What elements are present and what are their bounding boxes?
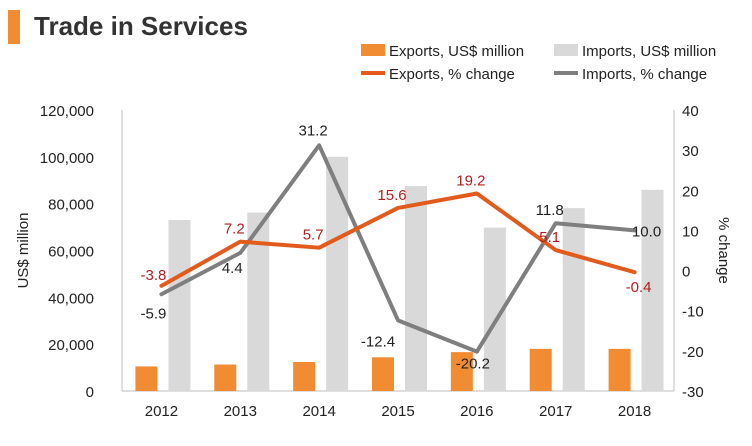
imports-bar bbox=[168, 220, 191, 391]
legend-exports-bar-label: Exports, US$ million bbox=[389, 43, 524, 60]
x-tick-label: 2017 bbox=[539, 403, 572, 420]
y-axis-title: US$ million bbox=[15, 213, 32, 289]
y2-tick-label: -20 bbox=[682, 344, 704, 361]
y2-tick-label: 40 bbox=[682, 103, 699, 120]
y2-tick-label: 30 bbox=[682, 143, 699, 160]
y-tick-label: 60,000 bbox=[48, 244, 94, 261]
imports-change-label: 11.8 bbox=[536, 202, 564, 219]
legend-imports-bar-swatch bbox=[554, 44, 578, 56]
exports-bar bbox=[450, 352, 473, 391]
x-tick-label: 2014 bbox=[302, 403, 335, 420]
exports-change-line bbox=[159, 191, 637, 288]
imports-bar bbox=[483, 227, 506, 391]
y-tick-label: 0 bbox=[86, 384, 94, 401]
y-tick-label: 20,000 bbox=[48, 337, 94, 354]
exports-change-label: 5.1 bbox=[539, 229, 560, 246]
imports-change-label: -12.4 bbox=[361, 333, 395, 350]
exports-change-label: 7.2 bbox=[224, 221, 245, 238]
imports-change-line bbox=[159, 143, 637, 354]
y2-tick-label: -30 bbox=[682, 384, 704, 401]
imports-change-label: 10.0 bbox=[632, 223, 661, 240]
y-tick-label: 120,000 bbox=[40, 103, 94, 120]
exports-bar bbox=[529, 348, 552, 391]
imports-bar bbox=[326, 156, 349, 391]
imports-change-label: -20.2 bbox=[456, 356, 490, 373]
legend-imports-bar-label: Imports, US$ million bbox=[582, 43, 716, 60]
exports-change-label: 19.2 bbox=[456, 172, 485, 189]
exports-change-label: -0.4 bbox=[626, 279, 652, 296]
x-tick-label: 2018 bbox=[618, 403, 651, 420]
legend-exports-bar-swatch bbox=[361, 44, 385, 56]
y2-tick-label: -10 bbox=[682, 304, 704, 321]
y2-tick-label: 0 bbox=[682, 264, 690, 281]
exports-bar bbox=[135, 366, 158, 391]
exports-change-label: 5.7 bbox=[303, 227, 324, 244]
exports-change-label: 15.6 bbox=[377, 187, 406, 204]
exports-bar bbox=[608, 348, 631, 391]
y2-tick-label: 10 bbox=[682, 223, 699, 240]
y-tick-label: 80,000 bbox=[48, 197, 94, 214]
y2-tick-label: 20 bbox=[682, 183, 699, 200]
legend-exports-line-label: Exports, % change bbox=[389, 66, 515, 83]
x-tick-label: 2015 bbox=[381, 403, 414, 420]
x-tick-label: 2016 bbox=[460, 403, 493, 420]
exports-bar bbox=[293, 361, 316, 391]
imports-change-label: -5.9 bbox=[140, 305, 166, 322]
x-tick-label: 2012 bbox=[145, 403, 178, 420]
x-tick-label: 2013 bbox=[224, 403, 257, 420]
exports-change-label: -3.8 bbox=[140, 267, 166, 284]
imports-bar bbox=[562, 208, 585, 391]
imports-change-label: 4.4 bbox=[222, 260, 243, 277]
exports-bar bbox=[214, 364, 237, 391]
y-tick-label: 100,000 bbox=[40, 150, 94, 167]
y-tick-label: 40,000 bbox=[48, 290, 94, 307]
imports-bar bbox=[641, 189, 664, 391]
y2-axis-title: % change bbox=[715, 217, 732, 284]
legend-imports-line-label: Imports, % change bbox=[582, 66, 707, 83]
page-title: Trade in Services bbox=[34, 11, 248, 41]
imports-change-label: 31.2 bbox=[299, 122, 328, 139]
title-accent-bar bbox=[8, 10, 20, 44]
imports-bar bbox=[247, 212, 270, 391]
exports-bar bbox=[372, 357, 394, 391]
imports-bar bbox=[405, 186, 427, 391]
